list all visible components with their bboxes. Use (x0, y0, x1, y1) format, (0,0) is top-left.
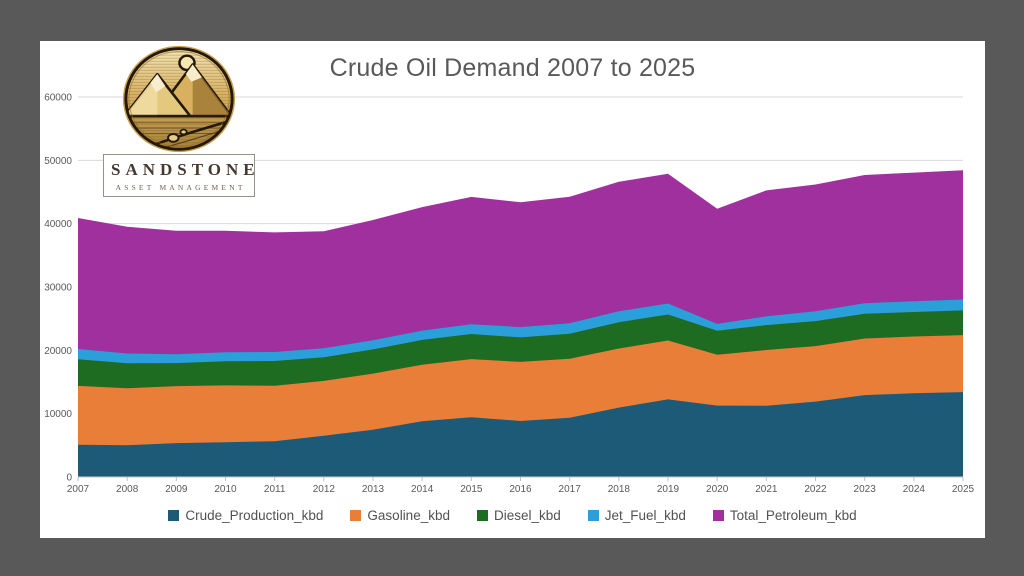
x-axis-label: 2022 (804, 484, 827, 495)
x-axis-label: 2020 (706, 484, 729, 495)
legend-label: Gasoline_kbd (367, 507, 450, 523)
legend-swatch-icon (587, 509, 599, 521)
logo-brand-text: SANDSTONE (111, 160, 260, 179)
x-axis-label: 2011 (264, 484, 286, 495)
legend-label: Jet_Fuel_kbd (604, 507, 686, 523)
x-axis-label: 2015 (460, 484, 483, 495)
legend-swatch-icon (712, 509, 724, 521)
x-axis-label: 2018 (608, 484, 631, 495)
legend-label: Total_Petroleum_kbd (729, 507, 857, 523)
company-logo: SANDSTONE ASSET MANAGEMENT (103, 45, 255, 197)
logo-mountain-emblem-icon (122, 45, 236, 153)
chart-title: Crude Oil Demand 2007 to 2025 (329, 54, 696, 82)
x-axis-label: 2012 (313, 484, 336, 495)
legend-label: Crude_Production_kbd (185, 507, 324, 523)
legend-swatch-icon (476, 509, 488, 521)
y-axis-label: 30000 (44, 283, 72, 294)
y-axis-label: 40000 (44, 219, 72, 230)
y-axis-label: 50000 (44, 156, 72, 167)
legend-item-Diesel_kbd: Diesel_kbd (476, 507, 561, 523)
x-axis-label: 2008 (116, 484, 139, 495)
x-axis-label: 2016 (509, 484, 532, 495)
x-axis-label: 2007 (67, 484, 90, 495)
legend-item-Jet_Fuel_kbd: Jet_Fuel_kbd (587, 507, 686, 523)
y-axis-label: 0 (66, 473, 72, 484)
legend-label: Diesel_kbd (493, 507, 561, 523)
y-axis-label: 10000 (44, 409, 72, 420)
y-axis-label: 60000 (44, 93, 72, 104)
logo-label-box: SANDSTONE ASSET MANAGEMENT (103, 154, 255, 197)
chart-panel: Crude Oil Demand 2007 to 2025 0 10000 2000… (40, 41, 985, 538)
x-axis-label: 2010 (214, 484, 237, 495)
x-axis-label: 2017 (559, 484, 582, 495)
x-axis-label: 2023 (854, 484, 877, 495)
logo-tagline-text: ASSET MANAGEMENT (115, 183, 246, 192)
legend-item-Gasoline_kbd: Gasoline_kbd (350, 508, 450, 523)
legend-item-Total_Petroleum_kbd: Total_Petroleum_kbd (712, 507, 857, 523)
x-axis-label: 2025 (952, 484, 975, 495)
x-axis-label: 2024 (903, 484, 926, 495)
x-axis-label: 2021 (755, 484, 778, 495)
legend-item-Crude_Production_kbd: Crude_Production_kbd (168, 508, 323, 523)
x-axis-label: 2009 (165, 484, 188, 495)
area-Crude_Production_kbd (78, 392, 963, 477)
legend-swatch-icon (350, 509, 362, 521)
chart-svg: 0 10000 20000 30000 40000 50000 60000 2007 2008 2… (44, 93, 975, 496)
x-axis-label: 2019 (657, 484, 680, 495)
legend-swatch-icon (168, 509, 180, 521)
y-axis-label: 20000 (44, 346, 72, 357)
x-axis-label: 2014 (411, 484, 434, 495)
chart-legend: Crude_Production_kbd Gasoline_kbd Diesel_k… (40, 504, 985, 526)
x-axis-label: 2013 (362, 484, 385, 495)
